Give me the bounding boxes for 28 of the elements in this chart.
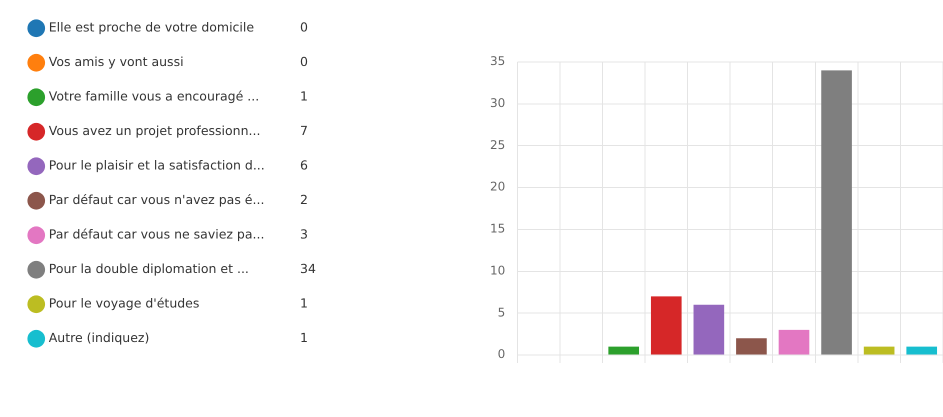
- text: 0: [300, 20, 308, 34]
- legend-label: Pour le plaisir et la satisfaction d...: [48, 158, 265, 172]
- text: 7: [300, 123, 308, 138]
- y-tick-label: 20: [490, 180, 506, 194]
- y-tick-label: 15: [490, 222, 506, 236]
- legend-label: Votre famille vous a encouragé ...: [48, 88, 260, 104]
- legend-label: Autre (indiquez): [48, 330, 150, 345]
- text: 6: [300, 158, 308, 172]
- text: 3: [300, 226, 308, 242]
- legend-label: Pour la double diplomation et ...: [48, 261, 249, 276]
- text: 1: [300, 296, 308, 310]
- y-tick-label: 35: [490, 54, 506, 68]
- legend-label: Par défaut car vous n'avez pas é...: [48, 192, 264, 207]
- y-tick-label: 5: [498, 305, 506, 320]
- text: 34: [300, 261, 316, 276]
- legend-label: Vos amis y vont aussi: [48, 54, 184, 69]
- y-tick-label: 30: [490, 96, 506, 110]
- text: 1: [300, 330, 308, 345]
- legend-label: Vous avez un projet professionn...: [48, 123, 260, 138]
- legend-label: Elle est proche de votre domicile: [48, 20, 254, 34]
- y-tick-label: 10: [490, 263, 506, 278]
- legend-label: Pour le voyage d'études: [48, 296, 200, 310]
- text: 1: [300, 88, 308, 104]
- y-tick-label: 25: [490, 138, 506, 152]
- legend-label: Par défaut car vous ne saviez pa...: [48, 226, 264, 242]
- text: 2: [300, 192, 308, 207]
- text: 0: [300, 54, 308, 69]
- y-tick-label: 0: [498, 347, 506, 362]
